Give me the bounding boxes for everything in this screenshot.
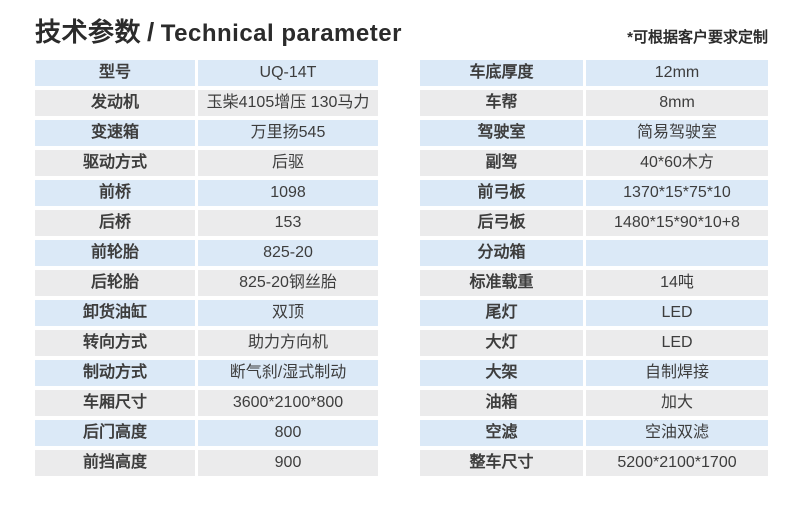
table-row: 车帮 8mm <box>420 90 768 116</box>
table-row: 整车尺寸 5200*2100*1700 <box>420 450 768 476</box>
spec-value-cell: 1370*15*75*10 <box>586 180 768 206</box>
spec-label-cell: 驾驶室 <box>420 120 583 146</box>
spec-value-cell: 900 <box>198 450 378 476</box>
table-row: 分动箱 <box>420 240 768 266</box>
page-title: 技术参数 / Technical parameter <box>35 12 402 49</box>
spec-value-cell: 断气刹/湿式制动 <box>198 360 378 386</box>
page-title-chinese: 技术参数 <box>35 17 142 47</box>
table-row: 后门高度 800 <box>35 420 378 446</box>
table-row: 前轮胎 825-20 <box>35 240 378 266</box>
table-row: 变速箱 万里扬545 <box>35 120 378 146</box>
spec-value-cell: LED <box>586 330 768 356</box>
spec-label-cell: 后轮胎 <box>35 270 195 296</box>
page-title-english: Technical parameter <box>160 20 402 47</box>
spec-label-cell: 车厢尺寸 <box>35 390 195 416</box>
spec-value-cell <box>586 240 768 266</box>
spec-value-cell: 加大 <box>586 390 768 416</box>
page-header: 技术参数 / Technical parameter *可根据客户要求定制 <box>35 12 768 49</box>
spec-label-cell: 后桥 <box>35 210 195 236</box>
spec-label-cell: 整车尺寸 <box>420 450 583 476</box>
spec-label-cell: 制动方式 <box>35 360 195 386</box>
table-row: 后桥 153 <box>35 210 378 236</box>
spec-label-cell: 发动机 <box>35 90 195 116</box>
spec-label-cell: 前弓板 <box>420 180 583 206</box>
spec-value-cell: LED <box>586 300 768 326</box>
table-row: 驾驶室 简易驾驶室 <box>420 120 768 146</box>
spec-label-cell: 尾灯 <box>420 300 583 326</box>
spec-label-cell: 前桥 <box>35 180 195 206</box>
spec-table-right: 车底厚度 12mm 车帮 8mm 驾驶室 简易驾驶室 副驾 40*60木方 前弓板 1370*15… <box>420 60 768 476</box>
customization-note: *可根据客户要求定制 <box>627 29 768 46</box>
table-row: 副驾 40*60木方 <box>420 150 768 176</box>
spec-value-cell: 825-20钢丝胎 <box>198 270 378 296</box>
table-row: 空滤 空油双滤 <box>420 420 768 446</box>
table-row: 尾灯 LED <box>420 300 768 326</box>
table-row: 大架 自制焊接 <box>420 360 768 386</box>
spec-label-cell: 驱动方式 <box>35 150 195 176</box>
spec-label-cell: 分动箱 <box>420 240 583 266</box>
spec-value-cell: 后驱 <box>198 150 378 176</box>
table-row: 后弓板 1480*15*90*10+8 <box>420 210 768 236</box>
spec-table-left: 型号 UQ-14T 发动机 玉柴4105增压 130马力 变速箱 万里扬545 驱动方式 后驱… <box>35 60 378 476</box>
spec-label-cell: 副驾 <box>420 150 583 176</box>
page-title-divider: / <box>147 17 155 47</box>
table-row: 驱动方式 后驱 <box>35 150 378 176</box>
spec-value-cell: 空油双滤 <box>586 420 768 446</box>
spec-label-cell: 空滤 <box>420 420 583 446</box>
spec-label-cell: 大灯 <box>420 330 583 356</box>
table-row: 制动方式 断气刹/湿式制动 <box>35 360 378 386</box>
table-row: 大灯 LED <box>420 330 768 356</box>
spec-value-cell: 助力方向机 <box>198 330 378 356</box>
table-row: 车底厚度 12mm <box>420 60 768 86</box>
spec-label-cell: 后门高度 <box>35 420 195 446</box>
table-row: 后轮胎 825-20钢丝胎 <box>35 270 378 296</box>
spec-label-cell: 车底厚度 <box>420 60 583 86</box>
table-row: 标准载重 14吨 <box>420 270 768 296</box>
spec-value-cell: 8mm <box>586 90 768 116</box>
spec-value-cell: 5200*2100*1700 <box>586 450 768 476</box>
table-row: 前桥 1098 <box>35 180 378 206</box>
table-row: 型号 UQ-14T <box>35 60 378 86</box>
spec-label-cell: 前挡高度 <box>35 450 195 476</box>
spec-label-cell: 型号 <box>35 60 195 86</box>
table-row: 发动机 玉柴4105增压 130马力 <box>35 90 378 116</box>
spec-value-cell: UQ-14T <box>198 60 378 86</box>
spec-label-cell: 前轮胎 <box>35 240 195 266</box>
spec-value-cell: 3600*2100*800 <box>198 390 378 416</box>
spec-label-cell: 转向方式 <box>35 330 195 356</box>
spec-value-cell: 玉柴4105增压 130马力 <box>198 90 378 116</box>
spec-label-cell: 油箱 <box>420 390 583 416</box>
spec-label-cell: 标准载重 <box>420 270 583 296</box>
spec-value-cell: 800 <box>198 420 378 446</box>
spec-label-cell: 后弓板 <box>420 210 583 236</box>
table-row: 前挡高度 900 <box>35 450 378 476</box>
spec-value-cell: 双顶 <box>198 300 378 326</box>
spec-value-cell: 万里扬545 <box>198 120 378 146</box>
table-row: 车厢尺寸 3600*2100*800 <box>35 390 378 416</box>
spec-value-cell: 简易驾驶室 <box>586 120 768 146</box>
table-row: 前弓板 1370*15*75*10 <box>420 180 768 206</box>
spec-label-cell: 变速箱 <box>35 120 195 146</box>
table-row: 转向方式 助力方向机 <box>35 330 378 356</box>
spec-value-cell: 1480*15*90*10+8 <box>586 210 768 236</box>
spec-label-cell: 大架 <box>420 360 583 386</box>
spec-value-cell: 12mm <box>586 60 768 86</box>
spec-value-cell: 40*60木方 <box>586 150 768 176</box>
spec-value-cell: 14吨 <box>586 270 768 296</box>
spec-label-cell: 车帮 <box>420 90 583 116</box>
spec-value-cell: 153 <box>198 210 378 236</box>
spec-value-cell: 1098 <box>198 180 378 206</box>
table-row: 油箱 加大 <box>420 390 768 416</box>
spec-value-cell: 自制焊接 <box>586 360 768 386</box>
spec-value-cell: 825-20 <box>198 240 378 266</box>
spec-label-cell: 卸货油缸 <box>35 300 195 326</box>
table-row: 卸货油缸 双顶 <box>35 300 378 326</box>
spec-tables-container: 型号 UQ-14T 发动机 玉柴4105增压 130马力 变速箱 万里扬545 驱动方式 后驱… <box>35 60 768 476</box>
